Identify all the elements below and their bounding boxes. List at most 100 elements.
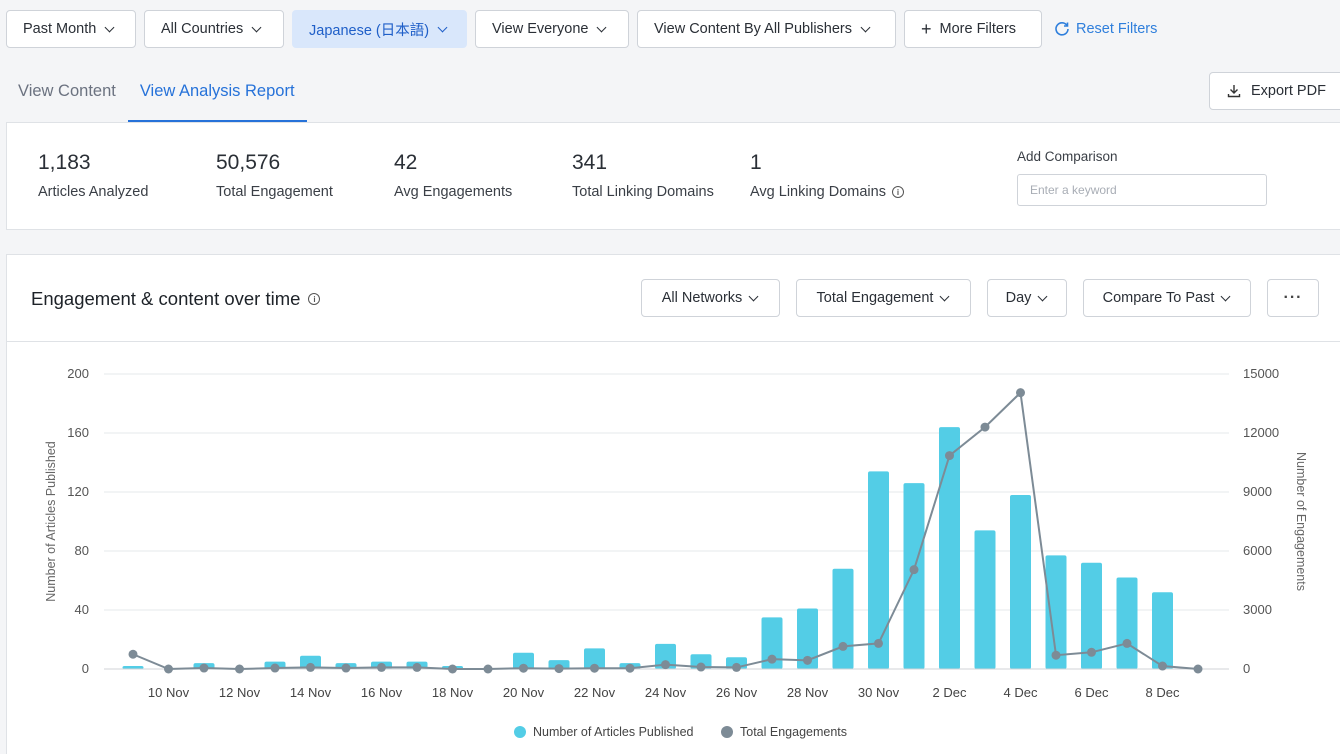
time-range-filter[interactable]: Past Month <box>6 10 136 48</box>
tab-view-analysis-report[interactable]: View Analysis Report <box>127 72 307 122</box>
point-total-engagements <box>1051 650 1061 660</box>
chart-title-text: Engagement & content over time <box>31 288 301 309</box>
point-total-engagements <box>1122 638 1132 648</box>
point-total-engagements <box>199 663 209 673</box>
y-right-tick-label: 12000 <box>1243 425 1279 440</box>
language-filter[interactable]: Japanese (日本語) <box>292 10 467 48</box>
compare-dropdown[interactable]: Compare To Past <box>1083 279 1251 317</box>
report-tabs: View Content View Analysis Report <box>6 72 307 122</box>
point-total-engagements <box>128 649 138 659</box>
bar-articles-published <box>868 471 889 669</box>
bar-articles-published <box>797 608 818 669</box>
y-right-tick-label: 3000 <box>1243 602 1272 617</box>
publishers-filter[interactable]: View Content By All Publishers <box>637 10 896 48</box>
y-left-tick-label: 0 <box>82 661 89 676</box>
x-tick-label: 10 Nov <box>148 685 190 700</box>
point-total-engagements <box>838 641 848 651</box>
stat-avg-linking-domains: 1 Avg Linking Domains i <box>750 151 904 200</box>
stat-avg-engagements: 42 Avg Engagements <box>394 151 512 200</box>
point-total-engagements <box>519 663 528 673</box>
tab-view-content[interactable]: View Content <box>18 82 116 100</box>
stat-value: 341 <box>572 151 608 174</box>
point-total-engagements <box>696 662 706 672</box>
stat-label: Avg Engagements <box>394 184 513 200</box>
x-tick-label: 6 Dec <box>1075 685 1109 700</box>
point-total-engagements <box>1087 647 1096 657</box>
bar-articles-published <box>1010 494 1031 669</box>
y-right-tick-label: 15000 <box>1243 366 1279 381</box>
x-tick-label: 28 Nov <box>787 685 829 700</box>
export-pdf-label: Export PDF <box>1251 83 1326 99</box>
metric-dropdown[interactable]: Total Engagement <box>796 279 971 317</box>
point-total-engagements <box>412 662 422 672</box>
more-options-button[interactable]: ··· <box>1267 279 1319 317</box>
bar-articles-published <box>690 654 712 669</box>
chevron-down-icon <box>597 22 607 32</box>
stat-value: 42 <box>394 151 418 174</box>
point-total-engagements <box>767 654 777 664</box>
add-comparison-label: Add Comparison <box>1017 149 1118 164</box>
bar-articles-published <box>832 568 854 669</box>
legend-label-engagements: Total Engagements <box>740 725 847 739</box>
chevron-down-icon <box>939 291 950 301</box>
bar-articles-published <box>584 648 605 669</box>
point-total-engagements <box>483 664 493 674</box>
networks-dropdown[interactable]: All Networks <box>641 279 780 317</box>
line-total-engagements <box>132 390 1199 671</box>
point-total-engagements <box>377 662 386 672</box>
x-tick-label: 12 Nov <box>219 685 261 700</box>
info-icon[interactable]: i <box>308 293 321 305</box>
bar-articles-published <box>903 483 925 669</box>
stat-total-engagement: 50,576 Total Engagement <box>216 151 333 200</box>
x-tick-label: 26 Nov <box>716 685 758 700</box>
stat-label: Total Engagement <box>216 184 333 200</box>
reset-filters-label: Reset Filters <box>1076 21 1158 37</box>
point-total-engagements <box>732 662 741 672</box>
language-label: Japanese (日本語) <box>309 22 430 39</box>
point-total-engagements <box>1193 664 1203 674</box>
plus-icon: + <box>921 19 932 39</box>
x-tick-label: 30 Nov <box>858 685 900 700</box>
chevron-down-icon <box>860 22 871 32</box>
countries-label: All Countries <box>161 21 244 37</box>
bar-articles-published <box>122 666 144 669</box>
comparison-keyword-input[interactable] <box>1017 174 1267 206</box>
summary-stats-panel: 1,183 Articles Analyzed 50,576 Total Eng… <box>6 122 1340 230</box>
networks-label: All Networks <box>661 290 743 306</box>
x-tick-label: 4 Dec <box>1004 685 1038 700</box>
y-left-tick-label: 120 <box>67 484 89 499</box>
bar-articles-published <box>1045 555 1067 669</box>
reset-filters-button[interactable]: Reset Filters <box>1054 21 1157 37</box>
point-total-engagements <box>554 664 564 674</box>
point-total-engagements <box>980 422 990 432</box>
metric-label: Total Engagement <box>816 290 934 306</box>
audience-label: View Everyone <box>492 21 589 37</box>
point-total-engagements <box>306 662 315 672</box>
chevron-down-icon <box>104 22 115 32</box>
compare-label: Compare To Past <box>1102 290 1215 306</box>
stat-label: Total Linking Domains <box>572 184 714 200</box>
point-total-engagements <box>661 660 670 670</box>
point-total-engagements <box>164 664 173 674</box>
y-right-tick-label: 9000 <box>1243 484 1272 499</box>
audience-filter[interactable]: View Everyone <box>475 10 629 48</box>
export-pdf-button[interactable]: Export PDF <box>1209 72 1340 110</box>
point-total-engagements <box>945 451 954 461</box>
bar-articles-published <box>655 643 676 669</box>
y-left-tick-label: 160 <box>67 425 89 440</box>
stat-total-linking-domains: 341 Total Linking Domains <box>572 151 714 200</box>
bar-articles-published <box>1081 562 1102 669</box>
point-total-engagements <box>909 565 919 575</box>
info-icon[interactable]: i <box>891 186 904 198</box>
y-left-axis-title: Number of Articles Published <box>44 441 58 602</box>
bar-articles-published <box>974 530 996 669</box>
publishers-label: View Content By All Publishers <box>654 21 853 37</box>
interval-dropdown[interactable]: Day <box>987 279 1067 317</box>
y-right-tick-label: 0 <box>1243 661 1250 676</box>
legend-swatch-engagements <box>721 726 733 738</box>
point-total-engagements <box>803 655 812 665</box>
countries-filter[interactable]: All Countries <box>144 10 284 48</box>
more-filters-button[interactable]: + More Filters <box>904 10 1042 48</box>
chevron-down-icon <box>1220 291 1231 301</box>
stat-articles-analyzed: 1,183 Articles Analyzed <box>38 151 148 200</box>
